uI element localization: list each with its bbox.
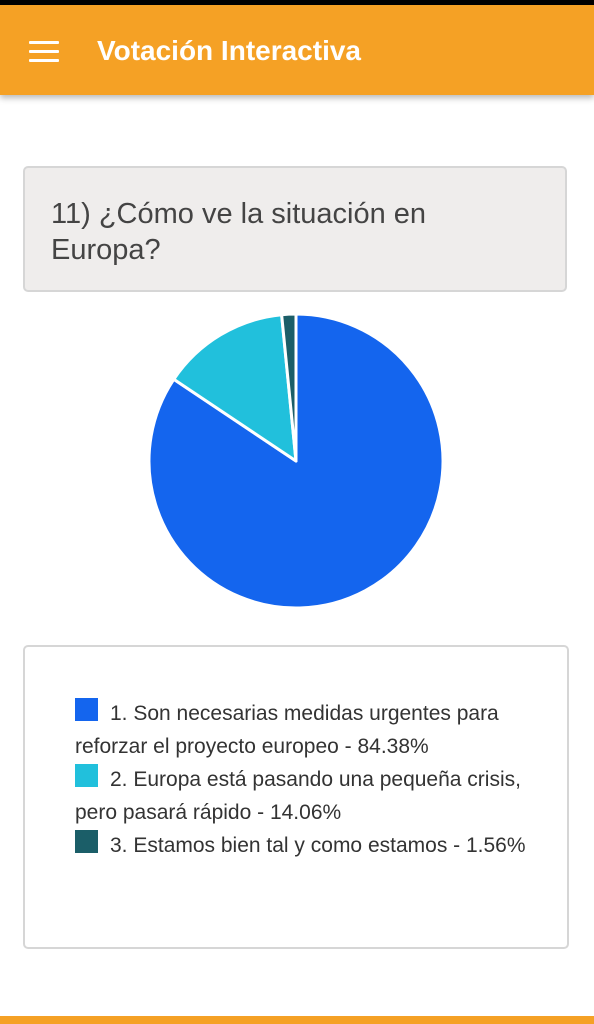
status-bar-edge bbox=[0, 0, 594, 5]
app-bar: Votación Interactiva bbox=[0, 5, 594, 95]
legend-swatch-1 bbox=[75, 698, 98, 721]
question-title: 11) ¿Cómo ve la situación en Europa? bbox=[51, 198, 427, 266]
pie-chart-svg bbox=[147, 312, 445, 610]
legend-swatch-3 bbox=[75, 830, 98, 853]
legend-item-2: 2. Europa está pasando una pequeña crisi… bbox=[75, 763, 527, 829]
legend-label-2: 2. Europa está pasando una pequeña crisi… bbox=[75, 768, 521, 824]
legend-label-3: 3. Estamos bien tal y como estamos - 1.5… bbox=[110, 834, 526, 857]
menu-button[interactable] bbox=[18, 27, 70, 75]
pie-slice-3 bbox=[280, 312, 298, 463]
legend-item-3: 3. Estamos bien tal y como estamos - 1.5… bbox=[75, 829, 527, 862]
legend-swatch-2 bbox=[75, 764, 98, 787]
app-title: Votación Interactiva bbox=[97, 35, 362, 66]
legend-card: 1. Son necesarias medidas urgentes para … bbox=[23, 645, 569, 949]
legend-label-1: 1. Son necesarias medidas urgentes para … bbox=[75, 702, 499, 758]
pie-slice-2 bbox=[172, 313, 298, 463]
hamburger-menu-icon bbox=[29, 40, 59, 62]
question-card: 11) ¿Cómo ve la situación en Europa? bbox=[23, 166, 567, 292]
bottom-strip bbox=[0, 1016, 594, 1024]
legend-item-1: 1. Son necesarias medidas urgentes para … bbox=[75, 697, 527, 763]
pie-chart bbox=[146, 311, 446, 611]
